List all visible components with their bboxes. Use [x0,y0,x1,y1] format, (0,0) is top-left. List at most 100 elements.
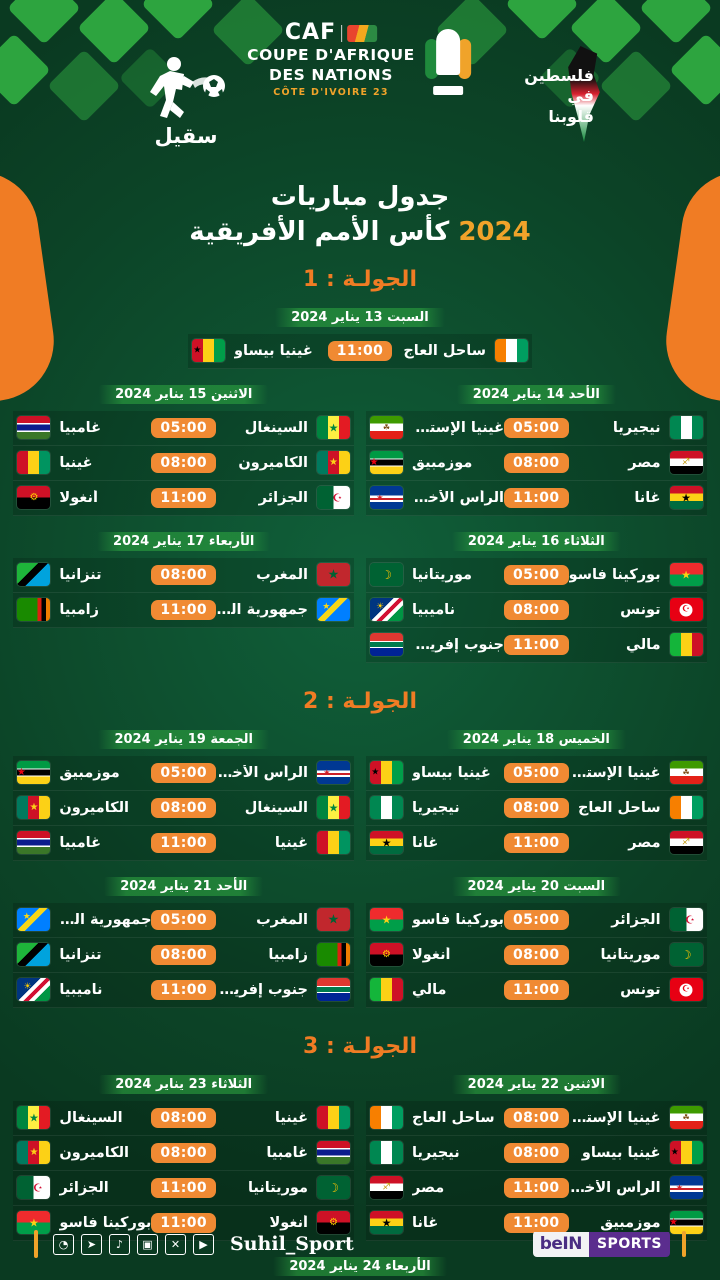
home-team-name: غينيا بيساو [581,1144,661,1161]
match-row[interactable]: زامبيا 08:00 تنزانيا [13,937,354,973]
match-row[interactable]: غينيا 08:00 ★ السينغال [13,1100,354,1136]
match-row[interactable]: ★ المغرب 05:00 ★ جمهورية الكونغو [13,902,354,938]
footer-divider-left [34,1230,38,1258]
flag-ghana: ★ [370,1211,403,1235]
caf-divider [341,24,343,42]
rounds-container: الجولـة : 1 السبت 13 يناير 2024 ساحل العاج… [0,267,720,1280]
match-row[interactable]: ♐ مصر 11:00 ★ غانا [366,825,707,861]
match-row[interactable]: نيجيريا 05:00 ☘ غينيا الإستوائية [366,410,707,446]
away-side: ☽ موريتانيا [370,563,504,587]
home-side: ♐ مصر [569,831,703,855]
page-title: جدول مباريات 2024 كأس الأمم الأفريقية [0,180,720,251]
caf-wordmark: CAF [284,20,337,45]
round-column-1: الخميس 18 يناير 2024 ☘غينيا الإستوائية05:… [366,714,707,1008]
flag-guinea [317,831,350,855]
match-row[interactable]: ☪ تونس 08:00 ☀ ناميبيا [366,592,707,628]
match-row[interactable]: ★ الكاميرون 08:00 غينيا [13,445,354,481]
bein-logo-left: beIN [532,1231,589,1257]
day-date-label: الأربعاء 17 يناير 2024 [97,531,271,551]
match-row[interactable]: ♐ مصر 08:00 ★ موزمبيق [366,445,707,481]
match-row[interactable]: ☪ الجزائر 11:00 ⚙ أنغولا [13,480,354,516]
match-row[interactable]: غينيا 11:00 غامبيا [13,825,354,861]
match-time: 11:00 [504,832,569,853]
away-team-name: زامبيا [59,601,99,618]
day-header: الاثنين 15 يناير 2024 [13,383,354,404]
day-block: السبت 13 يناير 2024 ساحل العاج 11:00 ★ غينيا… [188,306,532,369]
away-side: ☘ غينيا الإستوائية [370,416,504,440]
away-team-name: جمهورية الكونغو [59,911,152,928]
away-team-name: ناميبيا [59,981,103,998]
away-side: ★ جمهورية الكونغو [17,908,152,932]
match-row[interactable]: ساحل العاج 08:00 نيجيريا [366,790,707,826]
away-team-name: الجزائر [59,1179,109,1196]
day-date-label: الخميس 18 يناير 2024 [446,729,626,749]
match-row[interactable]: مالي 11:00 جنوب إفريقيا [366,627,707,663]
home-team-name: الرأس الأخضر [568,1179,661,1196]
match-time: 08:00 [151,564,216,585]
flag-tanzania [17,943,51,967]
palestine-badge: فلسطين في قلوبنا [504,46,624,144]
instagram-icon[interactable]: ▣ [137,1233,158,1255]
home-team-name: مالي [626,636,661,653]
home-side: ☪ الجزائر [569,908,703,932]
match-row[interactable]: ★ السينغال 05:00 غامبيا [13,410,354,446]
home-side: ★ موزمبيق [569,1211,703,1235]
match-row[interactable]: ☘ غينيا الإستوائية05:00 ★ غينيا بيساو [366,755,707,791]
match-time: 05:00 [151,417,216,438]
match-time: 08:00 [504,1142,569,1163]
match-row[interactable]: ☽ موريتانيا 11:00 ☪ الجزائر [13,1170,354,1206]
home-team-name: ساحل العاج [577,799,661,816]
away-team-name: بوركينا فاسو [412,911,504,928]
match-row[interactable]: ★ الرأس الأخضر 05:00 ★ موزمبيق [13,755,354,791]
home-side: ★ بوركينا فاسو [569,563,703,587]
youtube-icon[interactable]: ▶ [193,1233,214,1255]
page-title-line-2: 2024 كأس الأمم الأفريقية [0,215,720,250]
away-side: ★ موزمبيق [370,451,504,475]
match-row[interactable]: ★ السينغال 08:00 ★ الكاميرون [13,790,354,826]
round-columns: الخميس 18 يناير 2024 ☘غينيا الإستوائية05:… [13,714,707,1008]
x-icon[interactable]: ✕ [165,1233,186,1255]
poster-header: سقيل CAF COUPE D'AFRIQUE DES NATIONS CÔT… [0,0,720,186]
telegram-icon[interactable]: ➤ [81,1233,102,1255]
suhil-logo-text: سقيل [154,124,218,148]
match-row[interactable]: ساحل العاج 11:00 ★ غينيا بيساو [188,333,532,369]
home-team-name: غينيا الإستوائية [569,1109,661,1126]
home-team-name: زامبيا [268,946,308,963]
flag-angola: ⚙ [317,1211,350,1235]
tiktok-icon[interactable]: ♪ [109,1233,130,1255]
match-row[interactable]: ★ المغرب 08:00 تنزانيا [13,557,354,593]
day-header: الاثنين 22 يناير 2024 [366,1073,707,1094]
away-side: ☀ ناميبيا [370,598,504,622]
match-time: 08:00 [151,1142,216,1163]
away-side: نيجيريا [370,1141,504,1165]
flag-egypt: ♐ [669,451,703,475]
flag-namibia: ☀ [370,598,403,622]
match-row[interactable]: ★ الرأس الأخضر 11:00 ♐ مصر [366,1170,707,1206]
home-side: ★ الكاميرون [216,451,350,475]
home-team-name: جمهورية الكونغو [216,601,308,618]
match-row[interactable]: ☪ الجزائر 05:00 ★ بوركينا فاسو [366,902,707,938]
flag-tunisia: ☪ [669,598,703,622]
day-header: الأربعاء 24 يناير 2024 [188,1255,532,1276]
match-row[interactable]: ★ بوركينا فاسو 05:00 ☽ موريتانيا [366,557,707,593]
match-row[interactable]: جنوب إفريقيا 11:00 ☀ ناميبيا [13,972,354,1008]
match-row[interactable]: ★ جمهورية الكونغو11:00 زامبيا [13,592,354,628]
match-row[interactable]: ☪ تونس 11:00 مالي [366,972,707,1008]
home-team-name: المغرب [256,566,308,583]
home-side: ★ السينغال [216,416,350,440]
match-time: 08:00 [504,797,569,818]
match-row[interactable]: غامبيا 08:00 ★ الكاميرون [13,1135,354,1171]
match-time: 08:00 [504,944,569,965]
match-row[interactable]: ★ غينيا بيساو 08:00 نيجيريا [366,1135,707,1171]
match-row[interactable]: ☽ موريتانيا 08:00 ⚙ أنغولا [366,937,707,973]
snapchat-icon[interactable]: ◔ [53,1233,74,1255]
day-date-label: الاثنين 22 يناير 2024 [451,1074,621,1094]
flag-mali [669,633,703,657]
round-column-1: الاثنين 22 يناير 2024 ☘ غينيا الإستوائية08… [366,1059,707,1241]
match-time: 08:00 [151,944,216,965]
day-date-label: السبت 20 يناير 2024 [451,876,622,896]
match-row[interactable]: ★ غانا 11:00 ★ الرأس الأخضر [366,480,707,516]
away-team-name: نيجيريا [412,799,460,816]
match-row[interactable]: ☘ غينيا الإستوائية08:00 ساحل العاج [366,1100,707,1136]
flag-mozambique: ★ [370,451,403,475]
